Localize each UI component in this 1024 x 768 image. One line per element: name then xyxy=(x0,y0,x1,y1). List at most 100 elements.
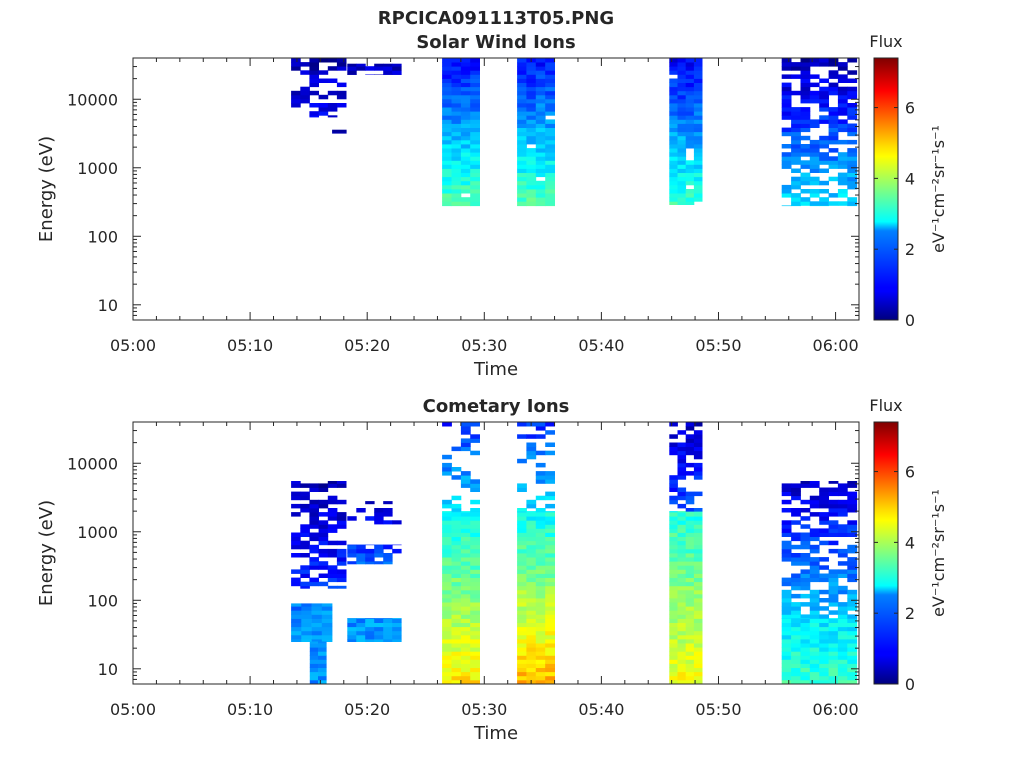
heatmap-cell xyxy=(300,532,310,537)
heatmap-cell xyxy=(677,544,687,550)
heatmap-cell xyxy=(517,626,527,632)
heatmap-cell xyxy=(300,495,310,501)
heatmap-cell xyxy=(819,139,829,145)
heatmap-cell xyxy=(535,475,546,480)
heatmap-cell xyxy=(693,667,703,673)
heatmap-cell xyxy=(677,557,687,562)
heatmap-cell xyxy=(828,491,839,497)
heatmap-cell xyxy=(535,168,546,173)
heatmap-cell xyxy=(819,491,829,497)
heatmap-cell xyxy=(336,577,347,583)
heatmap-cell xyxy=(669,667,678,673)
heatmap-cell xyxy=(837,78,848,83)
heatmap-cell xyxy=(685,626,695,632)
heatmap-cell xyxy=(517,58,527,63)
heatmap-cell xyxy=(685,119,695,124)
heatmap-cell xyxy=(311,606,323,611)
heatmap-cell xyxy=(535,107,546,112)
heatmap-cell xyxy=(819,634,829,640)
heatmap-cell xyxy=(460,610,471,615)
heatmap-cell xyxy=(693,438,703,443)
heatmap-cell xyxy=(545,168,555,173)
heatmap-cell xyxy=(677,184,687,190)
heatmap-cell xyxy=(442,630,452,636)
heatmap-cell xyxy=(669,201,678,205)
heatmap-cell xyxy=(685,446,695,452)
heatmap-cell xyxy=(847,94,858,100)
x-tick-label: 05:20 xyxy=(344,336,390,355)
heatmap-cell xyxy=(693,90,703,96)
heatmap-cell xyxy=(791,643,801,648)
heatmap-cell xyxy=(791,663,801,668)
heatmap-cell xyxy=(828,86,839,92)
heatmap-cell xyxy=(451,602,462,607)
heatmap-cell xyxy=(460,614,471,619)
heatmap-cell xyxy=(669,70,678,75)
heatmap-cell xyxy=(374,618,384,619)
heatmap-cell xyxy=(791,74,801,79)
heatmap-cell xyxy=(669,569,678,574)
heatmap-cell xyxy=(470,131,480,137)
heatmap-cell xyxy=(693,639,703,644)
heatmap-cell xyxy=(291,103,301,108)
heatmap-cell xyxy=(819,168,829,173)
heatmap-cell xyxy=(517,643,527,648)
heatmap-cell xyxy=(685,164,695,169)
figure-filename: RPCICA091113T05.PNG xyxy=(378,8,614,29)
heatmap-cell xyxy=(321,610,333,615)
heatmap-cell xyxy=(791,483,801,488)
heatmap-cell xyxy=(535,643,546,648)
heatmap-cell xyxy=(693,520,703,525)
heatmap-cell xyxy=(800,626,811,632)
heatmap-cell xyxy=(677,115,687,120)
heatmap-cell xyxy=(781,626,792,632)
heatmap-cell xyxy=(791,90,801,96)
heatmap-cell xyxy=(291,639,302,642)
heatmap-cell xyxy=(693,626,703,632)
heatmap-cell xyxy=(800,553,811,558)
heatmap-cell xyxy=(442,111,452,116)
heatmap-cell xyxy=(291,626,302,632)
heatmap-cell xyxy=(470,626,480,632)
heatmap-cell xyxy=(837,675,848,681)
heatmap-cell xyxy=(819,643,829,648)
heatmap-cell xyxy=(517,557,527,562)
heatmap-cell xyxy=(470,487,480,492)
heatmap-cell xyxy=(693,675,703,681)
heatmap-cell xyxy=(300,544,310,550)
heatmap-cell xyxy=(460,180,471,186)
heatmap-cell xyxy=(685,107,695,112)
heatmap-cell xyxy=(318,528,329,533)
heatmap-cell xyxy=(470,156,480,161)
heatmap-cell xyxy=(451,622,462,628)
heatmap-cell xyxy=(291,90,301,96)
heatmap-cell xyxy=(374,63,384,67)
heatmap-cell xyxy=(470,598,480,603)
heatmap-cell xyxy=(311,603,323,607)
heatmap-cell xyxy=(677,148,687,153)
heatmap-cell xyxy=(451,180,462,186)
heatmap-cell xyxy=(327,528,338,533)
heatmap-cell xyxy=(535,655,546,660)
heatmap-cell xyxy=(470,86,480,92)
heatmap-cell xyxy=(470,647,480,652)
heatmap-cell xyxy=(669,483,678,488)
heatmap-cell xyxy=(318,675,327,681)
heatmap-cell xyxy=(837,119,848,124)
heatmap-cell xyxy=(828,528,839,533)
heatmap-cell xyxy=(800,481,811,484)
heatmap-cell xyxy=(847,103,858,108)
y-tick-label: 100 xyxy=(87,227,118,246)
heatmap-cell xyxy=(809,499,820,505)
heatmap-cell xyxy=(442,115,452,120)
heatmap-cell xyxy=(791,111,801,116)
heatmap-cell xyxy=(669,152,678,157)
heatmap-cell xyxy=(685,667,695,673)
heatmap-cell xyxy=(837,152,848,157)
heatmap-cell xyxy=(837,610,848,615)
heatmap-cell xyxy=(781,577,792,583)
heatmap-cell xyxy=(669,557,678,562)
heatmap-cell xyxy=(828,508,839,513)
heatmap-cell xyxy=(677,442,687,447)
heatmap-cell xyxy=(321,622,333,628)
